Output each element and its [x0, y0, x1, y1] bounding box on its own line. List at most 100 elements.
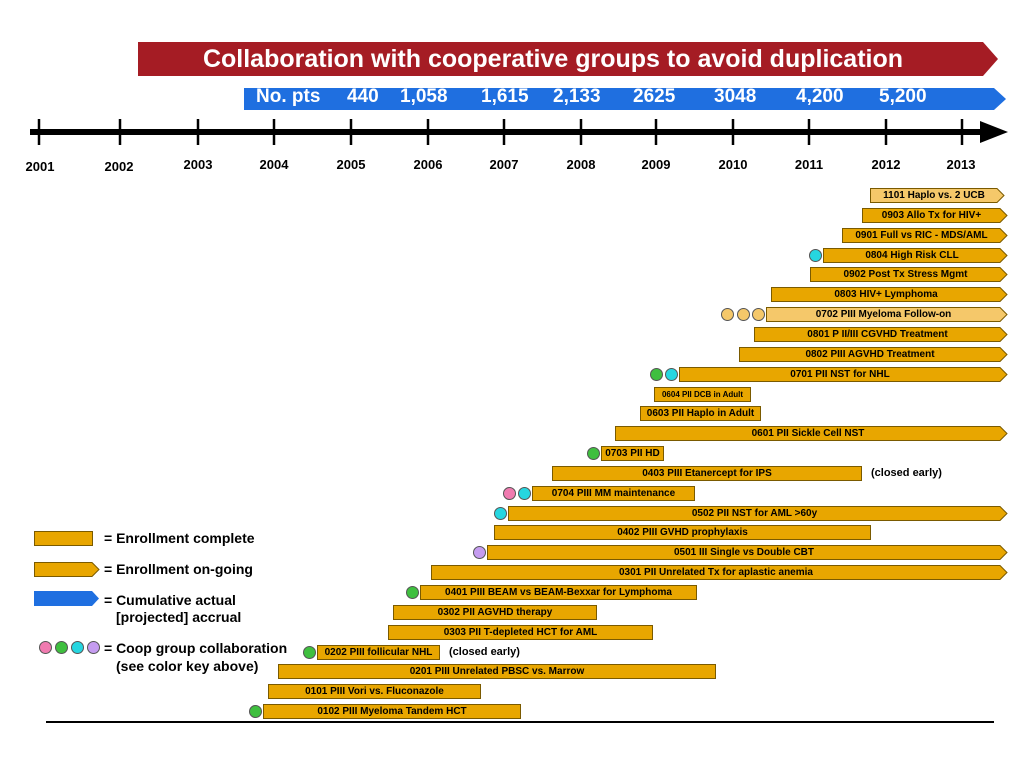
trial-bar: 0201 PIII Unrelated PBSC vs. Marrow [278, 664, 716, 679]
legend-coop-label: = Coop group collaboration [104, 640, 288, 656]
legend-ongoing-swatch [34, 562, 100, 577]
trial-label: 1101 Haplo vs. 2 UCB [883, 190, 985, 201]
coop-dot [518, 487, 531, 500]
year-label: 2008 [566, 157, 596, 172]
year-label: 2002 [104, 159, 134, 174]
year-label: 2010 [718, 157, 748, 172]
bottom-rule [46, 721, 994, 723]
trial-bar: 0302 PII AGVHD therapy [393, 605, 597, 620]
year-label: 2009 [641, 157, 671, 172]
trial-bar: 1101 Haplo vs. 2 UCB [870, 188, 1005, 203]
accrual-value: 3048 [714, 86, 757, 107]
coop-dot [736, 308, 750, 321]
trial-bar: 0601 PII Sickle Cell NST [615, 426, 1008, 441]
trial-label: 0603 PII Haplo in Adult [646, 408, 755, 419]
year-label: 2004 [259, 157, 289, 172]
trial-bar: 0301 PII Unrelated Tx for aplastic anemi… [431, 565, 1008, 580]
trial-label: 0601 PII Sickle Cell NST [751, 428, 865, 439]
legend-complete-swatch [34, 531, 93, 546]
title-banner [138, 42, 998, 76]
coop-dot [473, 546, 486, 559]
trial-label: 0502 PII NST for AML >60y [691, 508, 818, 519]
trial-bar: 0501 III Single vs Double CBT [487, 545, 1008, 560]
year-label: 2013 [946, 157, 976, 172]
year-label: 2011 [794, 157, 824, 172]
legend-accrual-label: = Cumulative actual [104, 592, 236, 608]
accrual-label: No. pts [256, 86, 321, 107]
trial-label: 0702 PIII Myeloma Follow-on [815, 309, 952, 320]
legend-accrual-swatch [34, 591, 99, 606]
legend-complete-label: = Enrollment complete [104, 530, 255, 546]
trial-bar: 0102 PIII Myeloma Tandem HCT [263, 704, 521, 719]
trial-note: (closed early) [871, 467, 942, 479]
legend-pink-dot [39, 641, 52, 654]
trial-bar: 0702 PIII Myeloma Follow-on [766, 307, 1008, 322]
year-label: 2005 [336, 157, 366, 172]
year-label: 2007 [489, 157, 519, 172]
accrual-value: 1,615 [481, 86, 529, 107]
trial-label: 0701 PII NST for NHL [790, 369, 890, 380]
trial-label: 0801 P II/III CGVHD Treatment [807, 329, 948, 340]
trial-label: 0202 PIII follicular NHL [324, 647, 433, 658]
coop-dot [649, 368, 663, 381]
year-label: 2012 [871, 157, 901, 172]
coop-dot [494, 507, 507, 520]
legend-coop-label-2: (see color key above) [116, 658, 259, 674]
legend-cyan-dot [71, 641, 84, 654]
trial-bar: 0701 PII NST for NHL [679, 367, 1008, 382]
trial-bar: 0901 Full vs RIC - MDS/AML [842, 228, 1008, 243]
trial-bar: 0902 Post Tx Stress Mgmt [810, 267, 1008, 282]
accrual-value: 440 [347, 86, 379, 107]
accrual-value: 2,133 [553, 86, 601, 107]
trial-bar: 0502 PII NST for AML >60y [508, 506, 1008, 521]
trial-bar: 0202 PIII follicular NHL [317, 645, 440, 660]
trial-label: 0501 III Single vs Double CBT [673, 547, 815, 558]
trial-label: 0802 PIII AGVHD Treatment [805, 349, 935, 360]
trial-bar: 0603 PII Haplo in Adult [640, 406, 761, 421]
trial-bar: 0303 PII T-depleted HCT for AML [388, 625, 653, 640]
trial-bar: 0903 Allo Tx for HIV+ [862, 208, 1008, 223]
coop-dot [587, 447, 600, 460]
trial-bar: 0403 PIII Etanercept for IPS [552, 466, 862, 481]
page-title: Collaboration with cooperative groups to… [202, 45, 904, 73]
trial-label: 0102 PIII Myeloma Tandem HCT [317, 706, 467, 717]
trial-label: 0401 PIII BEAM vs BEAM-Bexxar for Lympho… [445, 587, 672, 598]
coop-dot [406, 586, 419, 599]
trial-bar: 0703 PII HD [601, 446, 664, 461]
trial-label: 0301 PII Unrelated Tx for aplastic anemi… [619, 567, 813, 578]
accrual-value: 1,058 [400, 86, 448, 107]
accrual-value: 4,200 [796, 86, 844, 107]
trial-bar: 0402 PIII GVHD prophylaxis [494, 525, 871, 540]
trial-label: 0903 Allo Tx for HIV+ [881, 210, 982, 221]
legend-green-dot [55, 641, 68, 654]
trial-bar: 0401 PIII BEAM vs BEAM-Bexxar for Lympho… [420, 585, 697, 600]
trial-bar: 0801 P II/III CGVHD Treatment [754, 327, 1008, 342]
trial-label: 0201 PIII Unrelated PBSC vs. Marrow [409, 666, 585, 677]
trial-label: 0403 PIII Etanercept for IPS [642, 468, 772, 479]
accrual-value: 5,200 [879, 86, 927, 107]
coop-dot [665, 368, 678, 381]
legend-ongoing-label: = Enrollment on-going [104, 561, 253, 577]
coop-dot [249, 705, 262, 718]
trial-label: 0101 PIII Vori vs. Fluconazole [305, 686, 444, 697]
trial-bar: 0804 High Risk CLL [823, 248, 1008, 263]
legend-purple-dot [87, 641, 100, 654]
trial-bar: 0704 PIII MM maintenance [532, 486, 695, 501]
trial-label: 0303 PII T-depleted HCT for AML [443, 627, 598, 638]
year-label: 2001 [25, 159, 55, 174]
accrual-value: 2625 [633, 86, 676, 107]
coop-dot [809, 249, 822, 262]
trial-label: 0402 PIII GVHD prophylaxis [617, 527, 748, 538]
coop-dot [502, 487, 516, 500]
coop-dot [721, 308, 734, 321]
trial-label: 0704 PIII MM maintenance [551, 488, 676, 499]
trial-label: 0302 PII AGVHD therapy [437, 607, 553, 618]
year-label: 2003 [183, 157, 213, 172]
trial-bar: 0802 PIII AGVHD Treatment [739, 347, 1008, 362]
trial-label: 0604 PII DCB in Adult [661, 390, 744, 399]
coop-dot [303, 646, 316, 659]
trial-bar: 0101 PIII Vori vs. Fluconazole [268, 684, 481, 699]
trial-bar: 0803 HIV+ Lymphoma [771, 287, 1008, 302]
legend-accrual-label-2: [projected] accrual [116, 609, 242, 625]
trial-note: (closed early) [449, 646, 520, 658]
